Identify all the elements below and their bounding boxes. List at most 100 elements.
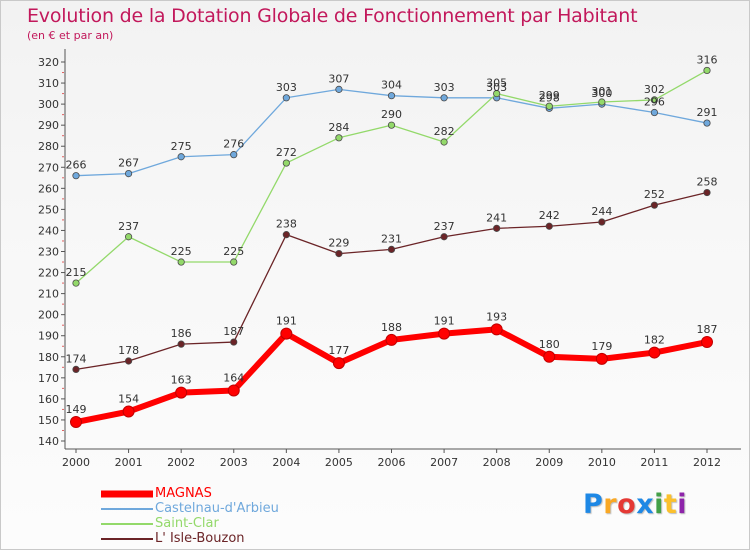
data-point-L' Isle-Bouzon-2000	[72, 365, 80, 374]
data-label-Castelnau-d'Arbieu-2011: 296	[644, 96, 665, 109]
x-tick-label-2011: 2011	[640, 456, 668, 469]
data-point-L' Isle-Bouzon-2004	[282, 231, 290, 239]
data-point-MAGNAS-2009	[543, 350, 556, 363]
data-label-MAGNAS-2004: 191	[276, 315, 297, 328]
data-point-Castelnau-d'Arbieu-2006	[387, 92, 396, 100]
chart-title: Evolution de la Dotation Globale de Fonc…	[27, 5, 638, 27]
legend-item: Saint-Clar	[101, 516, 361, 531]
data-point-Saint-Clar-2001	[124, 233, 133, 241]
data-label-Castelnau-d'Arbieu-2009: 298	[539, 91, 560, 104]
y-tick-label-270: 270	[38, 161, 59, 174]
data-point-MAGNAS-2000	[70, 416, 82, 429]
data-point-Saint-Clar-2011	[650, 96, 659, 104]
data-point-Saint-Clar-2002	[177, 258, 185, 266]
y-tick-label-140: 140	[38, 435, 59, 448]
data-point-Saint-Clar-2012	[703, 66, 711, 75]
data-point-MAGNAS-2002	[175, 386, 188, 399]
data-label-MAGNAS-2006: 188	[381, 321, 402, 334]
y-tick-label-180: 180	[38, 351, 59, 364]
data-label-Saint-Clar-2012: 316	[697, 53, 718, 66]
data-label-L' Isle-Bouzon-2010: 244	[591, 205, 612, 218]
data-point-MAGNAS-2001	[122, 405, 135, 418]
y-tick-label-240: 240	[38, 224, 59, 237]
data-point-MAGNAS-2004	[280, 327, 293, 340]
logo-letter: r	[603, 489, 618, 520]
legend-swatch	[101, 507, 153, 510]
logo-letter: P	[583, 489, 604, 520]
legend-item: Castelnau-d'Arbieu	[101, 501, 361, 516]
data-label-L' Isle-Bouzon-2011: 252	[644, 188, 665, 201]
legend-item: L' Isle-Bouzon	[101, 531, 361, 546]
y-tick-label-310: 310	[38, 77, 59, 90]
data-point-Castelnau-d'Arbieu-2003	[230, 151, 238, 159]
data-label-Saint-Clar-2006: 290	[381, 108, 402, 121]
legend-swatch	[101, 537, 153, 540]
y-tick-label-200: 200	[38, 309, 59, 322]
data-point-MAGNAS-2011	[648, 346, 661, 359]
data-label-Castelnau-d'Arbieu-2004: 303	[276, 81, 297, 94]
data-point-Castelnau-d'Arbieu-2001	[124, 169, 133, 178]
legend-label: L' Isle-Bouzon	[155, 531, 245, 546]
data-label-L' Isle-Bouzon-2009: 242	[539, 209, 560, 222]
data-point-L' Isle-Bouzon-2007	[440, 233, 448, 241]
x-tick-label-2004: 2004	[272, 456, 300, 469]
data-point-L' Isle-Bouzon-2009	[545, 222, 553, 230]
series-line-Castelnau-d'Arbieu	[75, 88, 708, 177]
data-point-L' Isle-Bouzon-2006	[387, 245, 396, 253]
data-point-L' Isle-Bouzon-2011	[650, 201, 659, 209]
data-point-L' Isle-Bouzon-2008	[493, 224, 501, 232]
data-point-Castelnau-d'Arbieu-2002	[177, 153, 185, 161]
data-label-Saint-Clar-2003: 225	[223, 245, 244, 258]
y-tick-label-160: 160	[38, 393, 59, 406]
legend-swatch	[101, 522, 153, 525]
data-label-MAGNAS-2005: 177	[328, 344, 349, 357]
x-tick-label-2009: 2009	[535, 456, 563, 469]
data-label-L' Isle-Bouzon-2005: 229	[328, 237, 349, 250]
x-tick-label-2003: 2003	[220, 456, 248, 469]
legend-item: MAGNAS	[101, 486, 361, 501]
legend-label: Castelnau-d'Arbieu	[155, 501, 279, 516]
x-tick-label-2012: 2012	[693, 456, 721, 469]
data-point-Saint-Clar-2004	[282, 159, 290, 167]
data-point-Castelnau-d'Arbieu-2011	[650, 108, 659, 117]
data-point-Saint-Clar-2006	[387, 121, 396, 129]
data-point-Saint-Clar-2007	[440, 138, 448, 146]
y-tick-label-250: 250	[38, 203, 59, 216]
x-tick-label-2010: 2010	[588, 456, 616, 469]
y-tick-label-220: 220	[38, 267, 59, 280]
data-point-MAGNAS-2007	[438, 327, 451, 340]
logo-letter: i	[677, 489, 688, 520]
data-point-MAGNAS-2008	[490, 323, 503, 336]
data-point-L' Isle-Bouzon-2005	[335, 250, 343, 258]
data-point-Castelnau-d'Arbieu-2005	[335, 85, 343, 93]
logo-letter: x	[636, 489, 655, 520]
data-label-Castelnau-d'Arbieu-2010: 300	[591, 87, 612, 100]
data-point-L' Isle-Bouzon-2002	[177, 340, 185, 348]
x-tick-label-2005: 2005	[325, 456, 353, 469]
data-point-MAGNAS-2005	[332, 357, 345, 370]
data-label-L' Isle-Bouzon-2000: 174	[66, 352, 87, 365]
y-tick-label-300: 300	[38, 98, 59, 111]
data-label-Saint-Clar-2004: 272	[276, 146, 297, 159]
data-point-Castelnau-d'Arbieu-2000	[72, 172, 80, 180]
data-label-L' Isle-Bouzon-2004: 238	[276, 218, 297, 231]
data-point-Castelnau-d'Arbieu-2012	[703, 119, 711, 127]
data-label-L' Isle-Bouzon-2001: 178	[118, 344, 139, 357]
data-point-Castelnau-d'Arbieu-2007	[440, 94, 448, 102]
data-label-MAGNAS-2008: 193	[486, 310, 507, 323]
legend-label: MAGNAS	[155, 486, 212, 501]
x-tick-label-2002: 2002	[167, 456, 195, 469]
data-point-Saint-Clar-2005	[335, 134, 343, 142]
data-label-Castelnau-d'Arbieu-2005: 307	[328, 72, 349, 85]
data-label-L' Isle-Bouzon-2007: 237	[434, 220, 455, 233]
data-point-Saint-Clar-2010	[598, 98, 606, 106]
data-label-Saint-Clar-2001: 237	[118, 220, 139, 233]
data-label-Saint-Clar-2007: 282	[434, 125, 455, 138]
legend-label: Saint-Clar	[155, 516, 219, 531]
data-label-MAGNAS-2000: 149	[66, 403, 87, 416]
x-tick-label-2007: 2007	[430, 456, 458, 469]
data-label-L' Isle-Bouzon-2008: 241	[486, 211, 507, 224]
data-label-MAGNAS-2003: 164	[223, 371, 244, 384]
y-tick-label-280: 280	[38, 140, 59, 153]
